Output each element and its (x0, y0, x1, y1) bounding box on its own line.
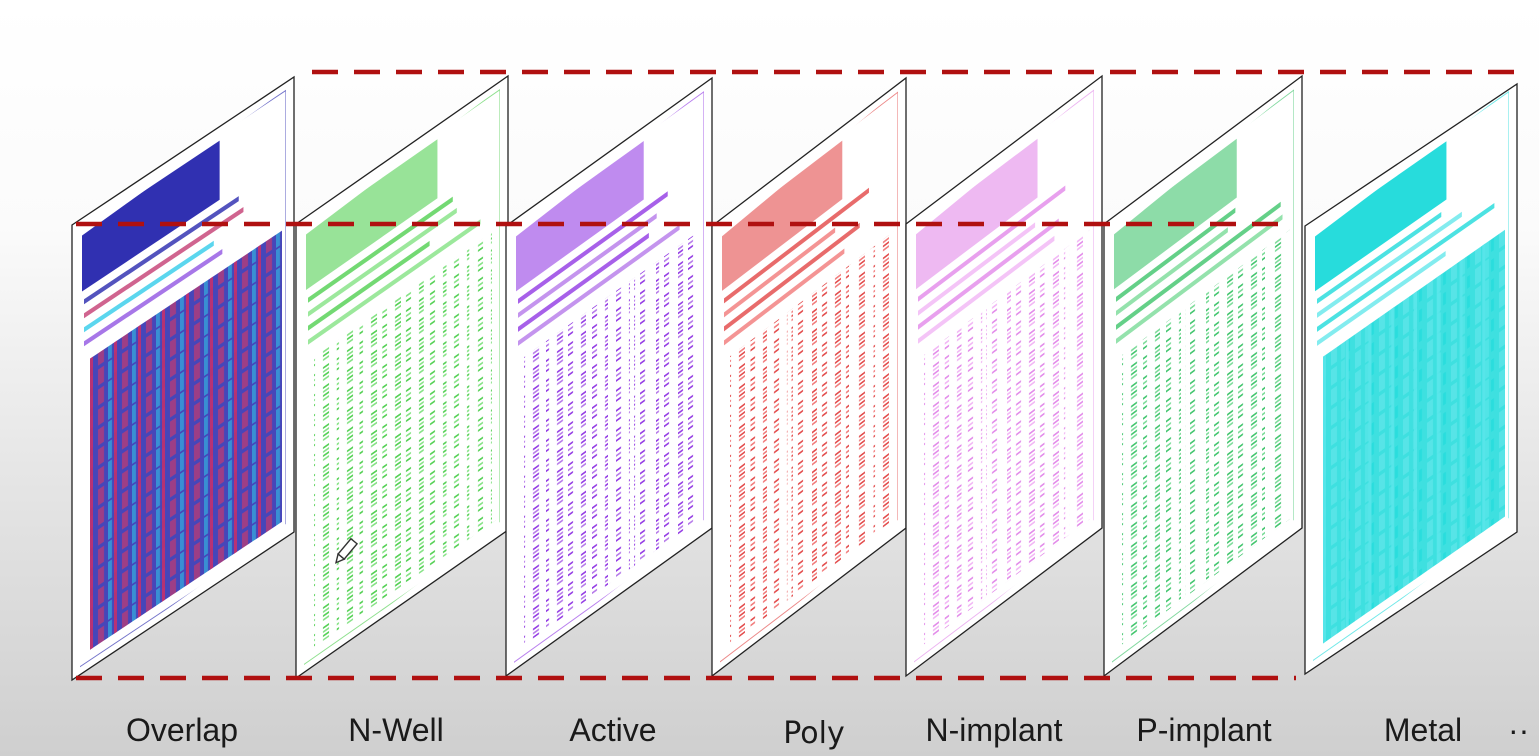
layer-label-metal: Metal (1383, 712, 1463, 748)
more-layers-ellipsis: ·· (1508, 712, 1530, 748)
layer-panel-n-well (295, 74, 509, 680)
layer-label-overlap: Overlap (125, 712, 239, 748)
layer-panel-metal (1304, 82, 1518, 676)
layer-label-active: Active (569, 712, 657, 748)
layer-panel-active (505, 76, 713, 678)
layer-layout-texture (1112, 88, 1294, 665)
layer-panel-n-implant (905, 74, 1103, 678)
layer-layout-texture (304, 88, 500, 667)
layer-label-poly: Poly (783, 716, 845, 751)
dashed-bounding-outline (76, 69, 1525, 681)
layer-layout-texture (720, 91, 898, 665)
layer-label-n-well: N-Well (348, 712, 444, 748)
layer-layout-texture (1313, 90, 1509, 663)
layer-label-n-implant: N-implant (925, 712, 1063, 748)
layer-panel-overlap (71, 75, 295, 682)
layer-layout-texture (914, 88, 1094, 665)
layer-label-p-implant: P-implant (1136, 712, 1272, 748)
pencil-cursor-icon (334, 537, 359, 564)
layer-panel-poly (711, 76, 907, 678)
layer-panel-p-implant (1103, 74, 1303, 678)
layer-layout-texture (514, 90, 704, 665)
